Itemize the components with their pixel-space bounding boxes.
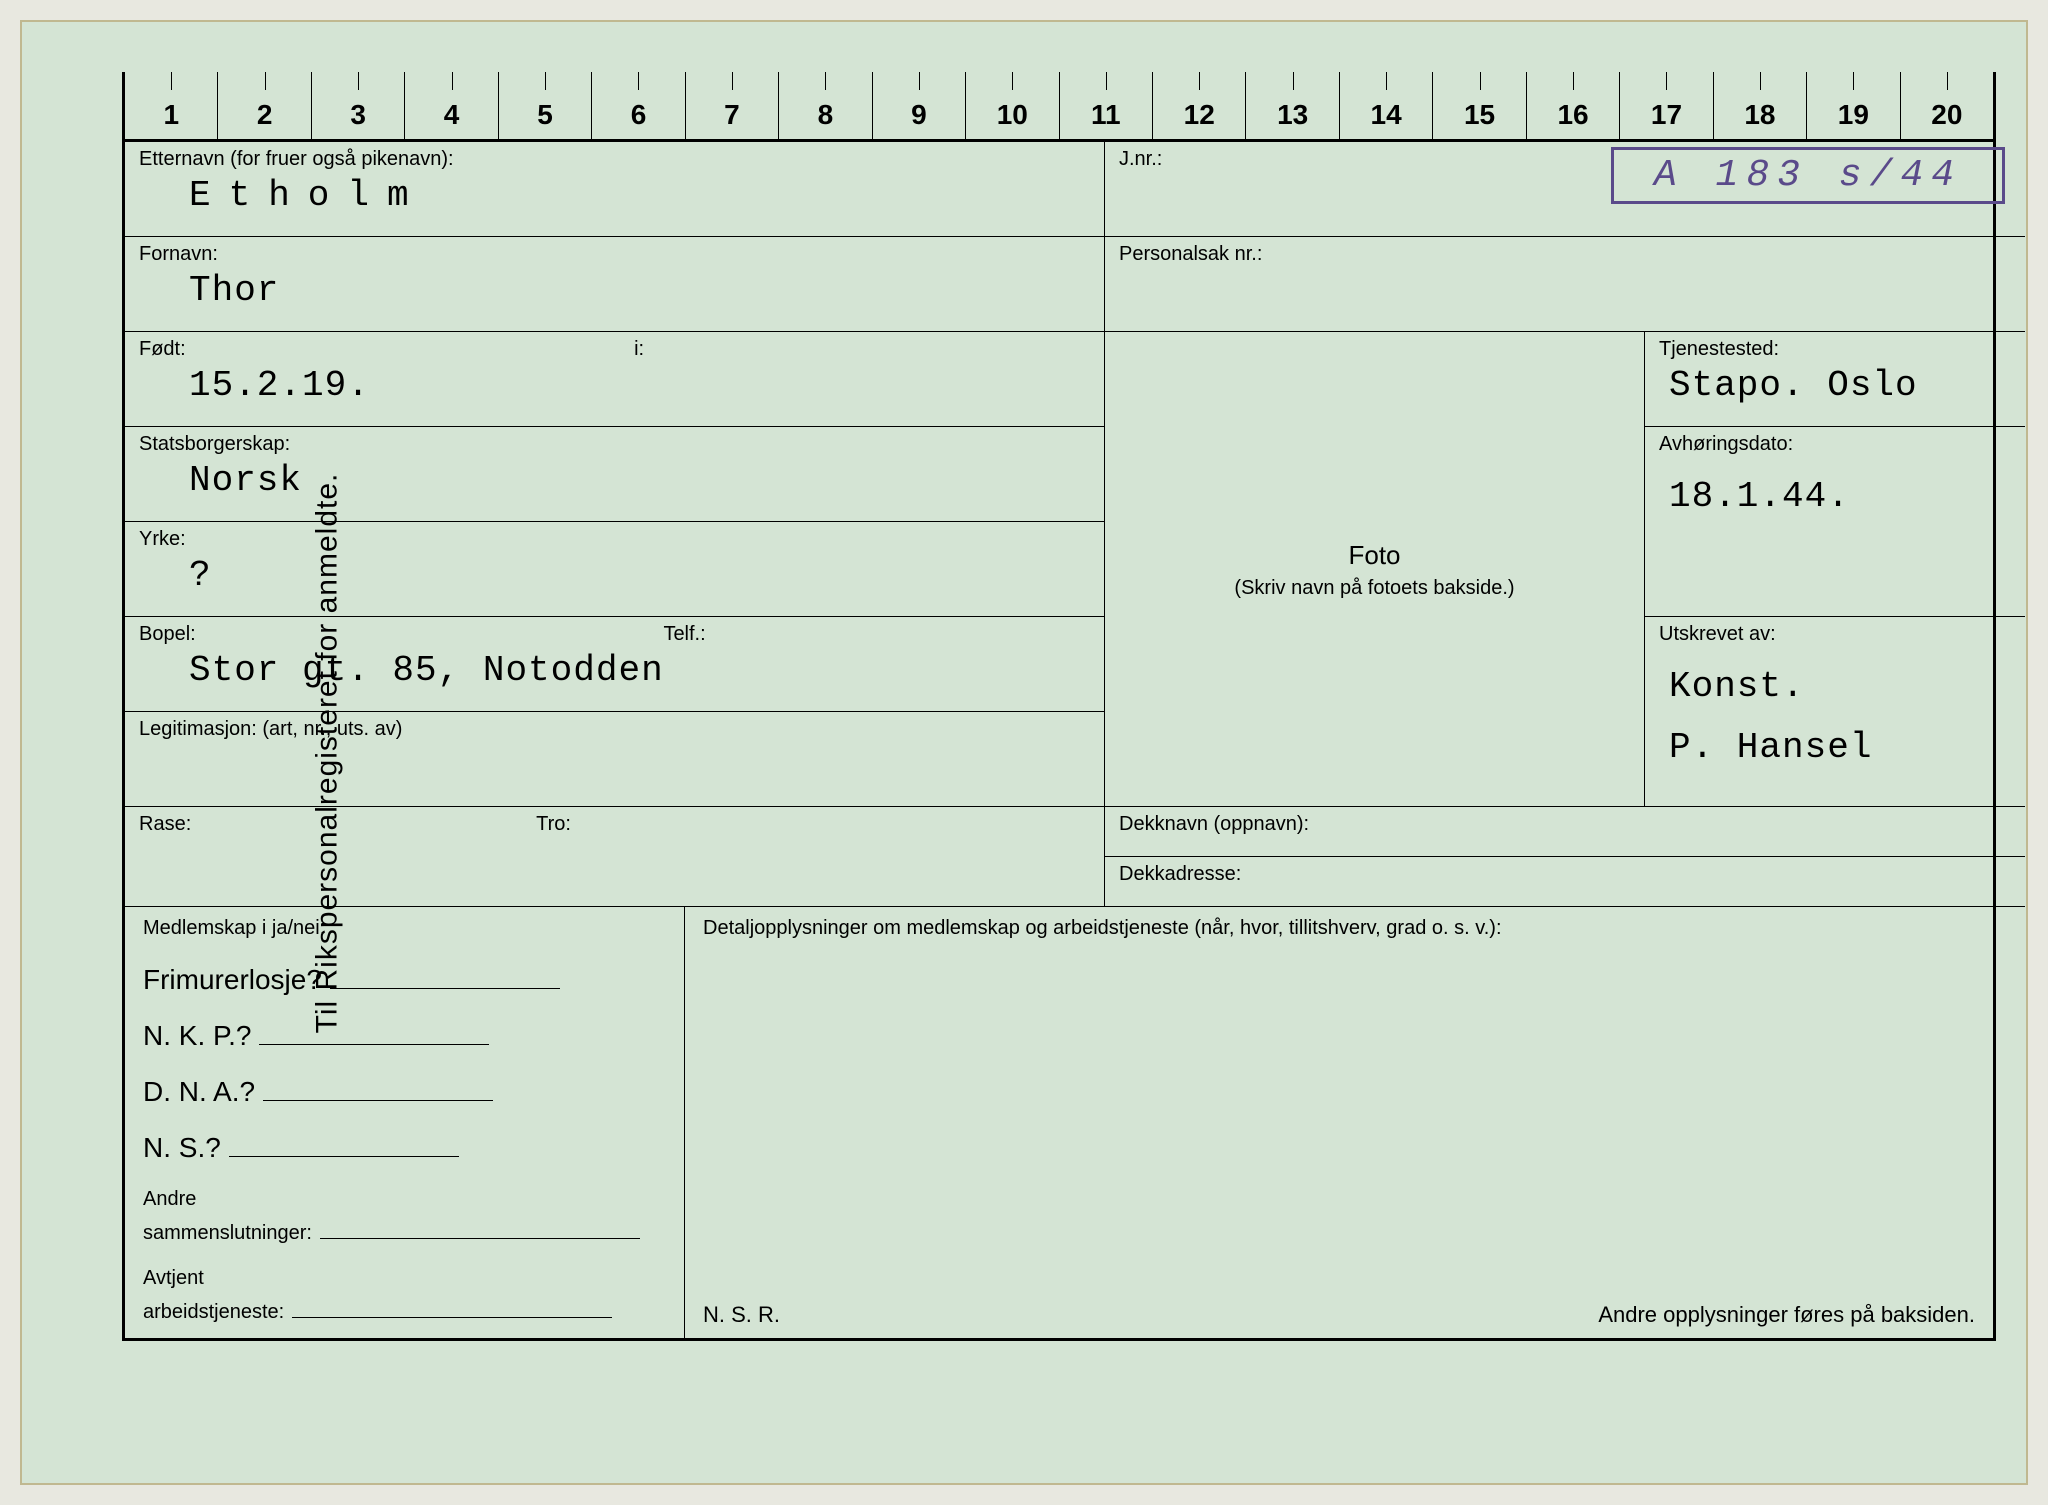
ruler-cell: 17 — [1619, 72, 1712, 139]
ruler-cell: 4 — [404, 72, 497, 139]
ruler-cell: 13 — [1245, 72, 1338, 139]
membership-line — [229, 1133, 459, 1157]
membership-left: Medlemskap i ja/nei: Frimurerlosje? N. K… — [125, 907, 685, 1338]
rase-label: Rase: — [139, 813, 1090, 836]
andre-label: Andre — [143, 1188, 666, 1211]
yrke-cell: Yrke: ? — [125, 522, 1105, 617]
ruler-cell: 15 — [1432, 72, 1525, 139]
tjenestested-label: Tjenestested: — [1659, 338, 2011, 361]
sammenslutninger-label: sammenslutninger: — [143, 1222, 312, 1245]
fornavn-cell: Fornavn: Thor — [125, 237, 1105, 332]
personalsak-cell: Personalsak nr.: — [1105, 237, 2025, 332]
arbeidstjeneste-label: arbeidstjeneste: — [143, 1301, 284, 1324]
yrke-value: ? — [139, 555, 1090, 596]
ruler-cell: 19 — [1806, 72, 1899, 139]
dekk-cell: Dekknavn (oppnavn): Dekkadresse: — [1105, 807, 2025, 907]
fodt-value: 15.2.19. — [139, 365, 1090, 406]
membership-header-right: Detaljopplysninger om medlemskap og arbe… — [703, 917, 1975, 940]
ruler-cell: 1 — [122, 72, 217, 139]
telf-label: Telf.: — [663, 623, 705, 646]
fodt-label: Født: — [139, 338, 1090, 361]
fornavn-value: Thor — [139, 270, 1090, 311]
membership-label: N. K. P.? — [143, 1020, 251, 1052]
statsborgerskap-label: Statsborgerskap: — [139, 433, 1090, 456]
membership-line — [320, 1215, 640, 1239]
ruler-cell: 14 — [1339, 72, 1432, 139]
fornavn-label: Fornavn: — [139, 243, 1090, 266]
bottom-note: Andre opplysninger føres på baksiden. — [1598, 1302, 1975, 1328]
utskrevet-label: Utskrevet av: — [1659, 623, 2011, 646]
ruler-cell: 8 — [778, 72, 871, 139]
avhoringsdato-label: Avhøringsdato: — [1659, 433, 2011, 456]
membership-item: Frimurerlosje? — [143, 964, 666, 996]
membership-line — [330, 965, 560, 989]
membership-item: N. K. P.? — [143, 1020, 666, 1052]
card-content: 1 2 3 4 5 6 7 8 9 10 11 12 13 14 15 16 1… — [122, 72, 1996, 1453]
ruler-cell: 5 — [498, 72, 591, 139]
ruler-cell: 2 — [217, 72, 310, 139]
utskrevet-value2: P. Hansel — [1659, 727, 2011, 768]
foto-subtitle: (Skriv navn på fotoets bakside.) — [1234, 577, 1514, 600]
ruler-cell: 16 — [1526, 72, 1619, 139]
legitimasjon-label: Legitimasjon: (art, nr., uts. av) — [139, 718, 1090, 741]
etternavn-label: Etternavn (for fruer også pikenavn): — [139, 148, 1090, 171]
membership-line — [263, 1077, 493, 1101]
ruler-cell: 20 — [1900, 72, 1996, 139]
membership-right: Detaljopplysninger om medlemskap og arbe… — [685, 907, 1993, 1338]
membership-line — [292, 1294, 612, 1318]
ruler-cell: 11 — [1059, 72, 1152, 139]
statsborgerskap-cell: Statsborgerskap: Norsk — [125, 427, 1105, 522]
stamp-box: A 183 s/44 — [1611, 147, 2005, 204]
yrke-label: Yrke: — [139, 528, 1090, 551]
dekkadresse-label: Dekkadresse: — [1119, 863, 2011, 886]
bopel-cell: Bopel: Telf.: Stor gt. 85, Notodden — [125, 617, 1105, 712]
registry-card: Til Rikspersonalregisteret for anmeldte.… — [20, 20, 2028, 1485]
avhoringsdato-cell: Avhøringsdato: 18.1.44. — [1645, 427, 2025, 617]
legitimasjon-cell: Legitimasjon: (art, nr., uts. av) — [125, 712, 1105, 807]
jnr-cell: J.nr.: A 183 s/44 — [1105, 142, 2025, 237]
membership-item: N. S.? — [143, 1132, 666, 1164]
statsborgerskap-value: Norsk — [139, 460, 1090, 501]
ruler-cell: 3 — [311, 72, 404, 139]
tro-label: Tro: — [536, 813, 571, 836]
membership-section: Medlemskap i ja/nei: Frimurerlosje? N. K… — [122, 907, 1996, 1341]
utskrevet-value1: Konst. — [1659, 666, 2011, 707]
membership-label: Frimurerlosje? — [143, 964, 322, 996]
ruler-cell: 10 — [965, 72, 1058, 139]
utskrevet-cell: Utskrevet av: Konst. P. Hansel — [1645, 617, 2025, 807]
etternavn-cell: Etternavn (for fruer også pikenavn): Eth… — [125, 142, 1105, 237]
ruler-cell: 18 — [1713, 72, 1806, 139]
ruler-cell: 6 — [591, 72, 684, 139]
etternavn-value: Etholm — [139, 175, 1090, 216]
membership-header-left: Medlemskap i ja/nei: — [143, 917, 666, 940]
avtjent-label: Avtjent — [143, 1267, 666, 1290]
membership-item: D. N. A.? — [143, 1076, 666, 1108]
dekknavn-label: Dekknavn (oppnavn): — [1119, 813, 2011, 836]
fodt-cell: Født: i: 15.2.19. — [125, 332, 1105, 427]
membership-label: D. N. A.? — [143, 1076, 255, 1108]
membership-line — [259, 1021, 489, 1045]
ruler-cell: 12 — [1152, 72, 1245, 139]
tjenestested-cell: Tjenestested: Stapo. Oslo — [1645, 332, 2025, 427]
andre-block: Andre sammenslutninger: Avtjent arbeidst… — [143, 1188, 666, 1324]
legitimasjon-value — [139, 745, 1090, 785]
ruler-cell: 7 — [685, 72, 778, 139]
nsr-label: N. S. R. — [703, 1302, 780, 1328]
avhoringsdato-value: 18.1.44. — [1659, 476, 2011, 517]
membership-label: N. S.? — [143, 1132, 221, 1164]
tjenestested-value: Stapo. Oslo — [1659, 365, 2011, 406]
form-grid: Etternavn (for fruer også pikenavn): Eth… — [122, 142, 1996, 907]
bopel-label: Bopel: — [139, 623, 1090, 646]
ruler-row: 1 2 3 4 5 6 7 8 9 10 11 12 13 14 15 16 1… — [122, 72, 1996, 142]
personalsak-label: Personalsak nr.: — [1119, 243, 2011, 266]
ruler-cell: 9 — [872, 72, 965, 139]
fodt-i-label: i: — [634, 338, 644, 361]
foto-cell: Foto (Skriv navn på fotoets bakside.) — [1105, 332, 1645, 807]
rase-tro-cell: Rase: Tro: — [125, 807, 1105, 907]
foto-title: Foto — [1348, 540, 1400, 571]
bopel-value: Stor gt. 85, Notodden — [139, 650, 1090, 691]
